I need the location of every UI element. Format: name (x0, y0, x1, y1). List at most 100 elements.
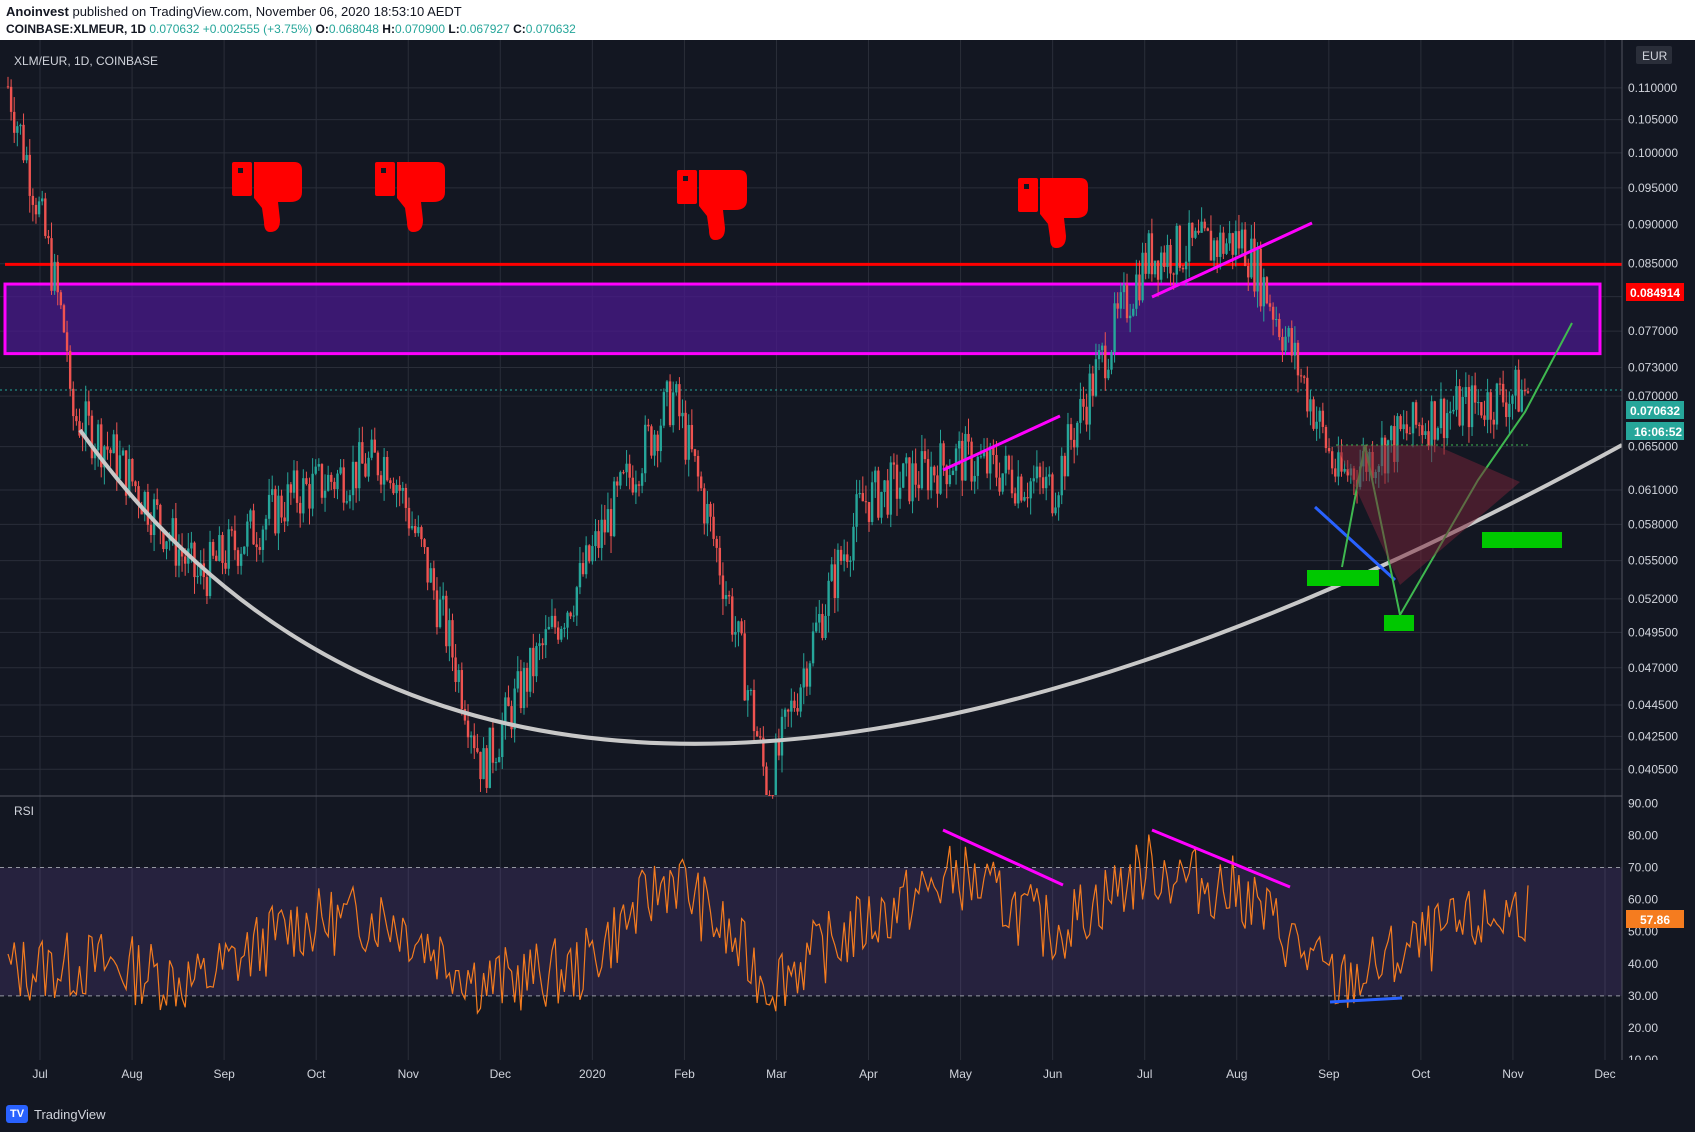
candle-body (1293, 342, 1297, 356)
candle-body (441, 595, 445, 600)
downtrend-line (1313, 505, 1397, 582)
pattern-fill (1336, 445, 1520, 585)
candle-body (1520, 389, 1523, 412)
candle-body (858, 493, 861, 495)
candle-body (1094, 359, 1098, 396)
candle-body (628, 463, 631, 478)
candle-body (923, 451, 927, 460)
candle-body (143, 491, 146, 515)
chart-canvas[interactable]: 0.110000 0.105000 0.100000 0.095000 0.090000… (0, 40, 1695, 1097)
candle-body (1346, 468, 1349, 476)
candle-body (684, 412, 687, 460)
candle-body (13, 111, 16, 133)
candle-body (1048, 474, 1051, 477)
candle-body (880, 491, 883, 518)
published-text: published on TradingView.com, November 0… (72, 4, 462, 19)
candle-body (1138, 274, 1141, 301)
candle-body (886, 480, 889, 515)
candle-body (1424, 431, 1427, 436)
candle-body (1225, 243, 1228, 254)
candle-body (295, 470, 299, 503)
candle-body (1470, 385, 1474, 428)
candle-body (286, 484, 289, 522)
candle-body (942, 443, 945, 466)
candle-body (112, 434, 115, 454)
candle-body (1097, 350, 1101, 360)
candle-body (386, 456, 389, 481)
candle-body (1144, 252, 1147, 274)
candle-body (1203, 221, 1206, 229)
candle-body (1445, 413, 1449, 439)
candle-body (1051, 474, 1054, 514)
rsi-divergence-line (1151, 828, 1291, 889)
y-tick-label: 0.073000 (1628, 360, 1678, 374)
x-tick-label: 2020 (579, 1067, 606, 1081)
tradingview-logo[interactable]: TV TradingView (6, 1105, 106, 1123)
candle-body (905, 457, 908, 464)
candle-body (199, 563, 202, 576)
candle-body (457, 670, 460, 683)
candle-body (588, 545, 591, 562)
y-tick-label: 0.058000 (1628, 517, 1678, 531)
candle-body (1477, 402, 1480, 404)
low-label: L: (448, 22, 460, 36)
candle-body (1231, 233, 1234, 255)
rsi-tick-label: 60.00 (1628, 893, 1658, 907)
candle-body (1324, 426, 1328, 449)
candle-body (550, 615, 554, 627)
candle-body (718, 547, 722, 576)
rsi-tick-label: 50.00 (1628, 925, 1658, 939)
thumbs-cuff-dot (1024, 184, 1029, 189)
candle-body (348, 495, 352, 502)
candle-body (1281, 336, 1284, 351)
candle-body (1166, 244, 1169, 267)
candle-body (454, 657, 457, 683)
candle-body (687, 424, 690, 460)
candle-body (1110, 351, 1113, 370)
publisher-name[interactable]: Anoinvest (6, 4, 69, 19)
candle-body (538, 643, 541, 647)
candle-body (1396, 416, 1399, 462)
candle-body (1153, 260, 1157, 275)
candle-body (264, 518, 268, 530)
candle-body (367, 457, 370, 477)
candle-body (246, 521, 249, 547)
price-candles (6, 76, 1530, 799)
candle-body (314, 466, 317, 474)
candle-body (1054, 507, 1057, 514)
candle-body (762, 737, 765, 767)
candle-body (473, 735, 476, 749)
candle-body (1390, 426, 1393, 441)
candle-body (1147, 233, 1150, 274)
candle-body (746, 690, 749, 701)
candle-body (867, 502, 871, 522)
candle-body (1275, 319, 1278, 321)
candle-body (1436, 428, 1440, 440)
thumbs-cuff (677, 170, 697, 204)
rsi-value-tag-bg (1626, 910, 1684, 928)
candle-body (1150, 233, 1154, 275)
candle-body (1526, 391, 1530, 393)
candle-body (1088, 373, 1091, 425)
candle-body (1405, 424, 1408, 434)
thumbs-cuff-dot (238, 168, 243, 173)
candle-body (522, 667, 526, 709)
candle-body (1411, 402, 1415, 434)
currency-badge-bg[interactable] (1636, 46, 1672, 64)
candle-body (634, 484, 638, 493)
candle-body (128, 459, 131, 496)
y-tick-label: 0.070000 (1628, 389, 1678, 403)
candle-body (53, 261, 56, 291)
y-tick-label: 0.100000 (1628, 146, 1678, 160)
candle-body (280, 495, 283, 518)
rsi-legend: RSI (14, 804, 34, 818)
candle-body (656, 434, 659, 452)
candle-body (1076, 422, 1079, 448)
currency-badge[interactable]: EUR (1642, 49, 1668, 63)
candle-body (292, 470, 296, 493)
candle-body (513, 688, 516, 730)
candle-body (1243, 229, 1247, 266)
candle-body (833, 564, 837, 598)
candle-body (668, 381, 672, 426)
price-axis-bg (1622, 40, 1695, 1060)
